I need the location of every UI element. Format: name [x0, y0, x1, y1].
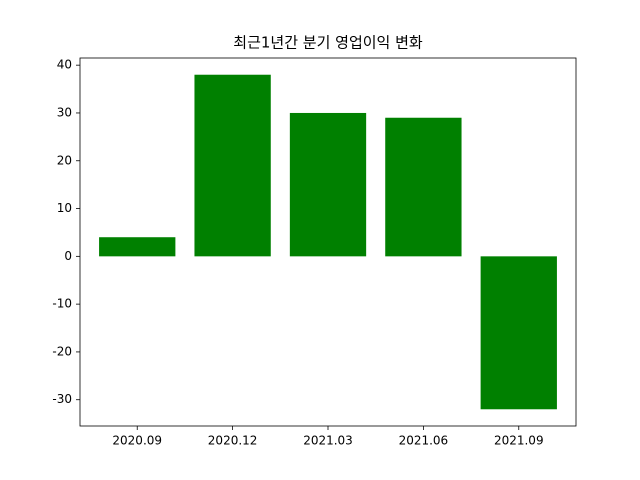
- x-tick-label: 2020.12: [208, 434, 258, 448]
- x-tick-label: 2021.09: [494, 434, 544, 448]
- bar: [385, 117, 462, 257]
- y-tick-label: -10: [52, 297, 72, 311]
- y-tick-label: 0: [64, 249, 72, 263]
- bar: [289, 112, 367, 257]
- y-tick-label: 30: [57, 105, 72, 119]
- bar: [99, 237, 176, 257]
- x-tick-label: 2021.06: [399, 434, 449, 448]
- x-tick-label: 2021.03: [303, 434, 353, 448]
- y-tick-label: -20: [52, 344, 72, 358]
- y-tick-label: 10: [57, 201, 72, 215]
- bar: [480, 256, 557, 410]
- plot-frame: [79, 57, 577, 427]
- y-tick-label: -30: [52, 392, 72, 406]
- y-tick-label: 20: [57, 153, 72, 167]
- bar: [194, 74, 271, 257]
- y-tick-label: 40: [57, 58, 72, 72]
- x-tick-label: 2020.09: [112, 434, 162, 448]
- chart-title: 최근1년간 분기 영업이익 변화: [233, 34, 423, 52]
